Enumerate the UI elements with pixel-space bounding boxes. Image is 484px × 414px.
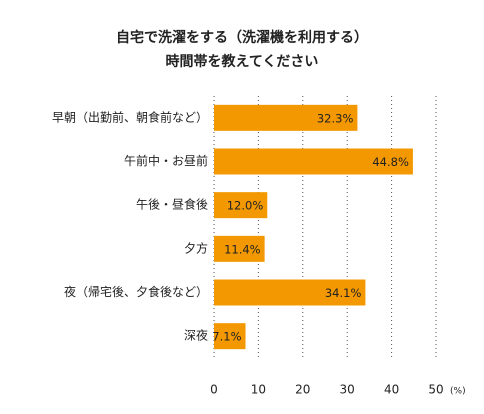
value-label: 12.0% <box>227 199 264 213</box>
y-tick-label: 夕方 <box>184 240 208 255</box>
value-label: 44.8% <box>372 155 409 169</box>
x-tick-label: 0 <box>210 383 218 397</box>
x-tick-label: 40 <box>384 383 399 397</box>
y-tick-label: 夜（帰宅後、夕食後など） <box>64 284 208 299</box>
y-tick-label: 深夜 <box>184 328 208 343</box>
x-tick-label: 30 <box>340 383 355 397</box>
x-tick-label: 20 <box>295 383 310 397</box>
value-label: 7.1% <box>212 330 241 344</box>
y-tick-label: 早朝（出勤前、朝食前など） <box>52 109 208 124</box>
value-label: 11.4% <box>224 242 261 256</box>
bar <box>214 192 268 219</box>
y-tick-label: 午後・昼食後 <box>136 197 208 212</box>
bar <box>214 323 246 350</box>
y-tick-label: 午前中・お昼前 <box>124 153 208 168</box>
value-label: 34.1% <box>325 286 362 300</box>
bar <box>214 279 366 306</box>
x-tick-label: 50 <box>428 383 443 397</box>
chart-title: 時間帯を教えてください <box>166 53 319 70</box>
bar <box>214 148 413 175</box>
value-label: 32.3% <box>317 111 354 125</box>
x-tick-label: 10 <box>251 383 266 397</box>
chart-title: 自宅で洗濯をする（洗濯機を利用する） <box>116 29 368 46</box>
bar <box>214 235 265 262</box>
bar <box>214 104 358 131</box>
x-axis-unit: (%) <box>450 387 466 397</box>
